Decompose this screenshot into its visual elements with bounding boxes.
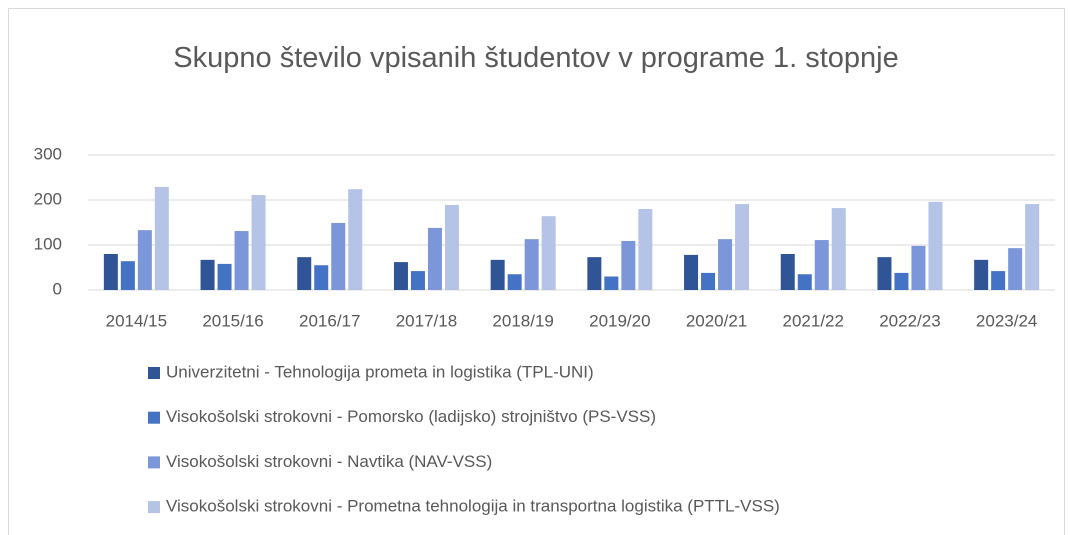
bar <box>348 189 363 290</box>
bar <box>154 186 169 290</box>
bar <box>331 222 346 290</box>
y-tick-label: 0 <box>53 279 62 298</box>
legend-swatch <box>148 411 160 424</box>
bar <box>410 271 425 290</box>
chart-border <box>8 8 1065 535</box>
bar <box>103 254 118 290</box>
legend-label: Visokošolski strokovni - Prometna tehnol… <box>166 497 780 516</box>
y-tick-label: 200 <box>34 189 62 208</box>
x-tick-label: 2023/24 <box>976 311 1037 330</box>
bar <box>541 216 556 290</box>
legend-swatch <box>148 367 160 379</box>
bar <box>894 272 909 290</box>
bar <box>137 230 152 290</box>
x-tick-label: 2016/17 <box>299 311 360 330</box>
bar <box>814 240 829 290</box>
bar <box>991 271 1006 290</box>
bar <box>1025 204 1040 290</box>
bar <box>735 204 750 290</box>
x-tick-label: 2018/19 <box>492 311 553 330</box>
bar <box>877 257 892 290</box>
bar <box>507 274 522 290</box>
bar <box>524 239 539 290</box>
bar <box>444 204 459 290</box>
bar <box>1008 248 1023 290</box>
bar <box>490 259 505 290</box>
x-tick-label: 2014/15 <box>106 311 167 330</box>
bar <box>780 254 795 290</box>
bar <box>393 262 408 290</box>
x-tick-label: 2021/22 <box>783 311 844 330</box>
bar <box>120 261 135 290</box>
bar <box>797 274 812 290</box>
bar <box>718 239 733 290</box>
x-tick-label: 2015/16 <box>202 311 263 330</box>
bar <box>911 245 926 290</box>
bar <box>928 201 943 290</box>
y-tick-label: 100 <box>34 234 62 253</box>
bar <box>638 209 653 290</box>
x-tick-label: 2019/20 <box>589 311 650 330</box>
bar <box>604 276 619 290</box>
bar <box>217 263 232 290</box>
bar <box>701 272 716 290</box>
legend-swatch <box>148 501 160 514</box>
bar <box>251 195 266 290</box>
bar <box>587 257 602 290</box>
bar <box>621 240 636 290</box>
legend-label: Visokošolski strokovni - Navtika (NAV-VS… <box>166 452 492 471</box>
bar <box>314 265 329 290</box>
x-tick-label: 2017/18 <box>396 311 457 330</box>
bar <box>200 259 215 290</box>
bar <box>234 231 249 290</box>
x-tick-label: 2020/21 <box>686 311 747 330</box>
chart-title: Skupno število vpisanih študentov v prog… <box>173 42 899 74</box>
legend-label: Univerzitetni - Tehnologija prometa in l… <box>166 362 594 381</box>
bar <box>974 259 989 290</box>
bar <box>427 227 442 290</box>
x-tick-label: 2022/23 <box>879 311 940 330</box>
bar <box>684 254 699 290</box>
bar <box>831 208 846 290</box>
y-tick-label: 300 <box>34 144 62 163</box>
legend-label: Visokošolski strokovni - Pomorsko (ladij… <box>166 407 656 426</box>
bar <box>297 257 312 290</box>
legend-swatch <box>148 456 160 469</box>
